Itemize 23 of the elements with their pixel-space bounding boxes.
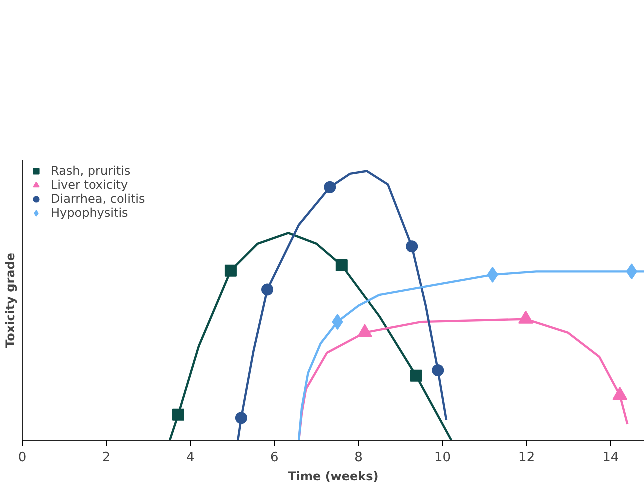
point xyxy=(224,264,237,277)
x-tick-label: 8 xyxy=(354,450,363,466)
point xyxy=(262,284,274,296)
legend-label: Diarrhea, colitis xyxy=(51,192,146,206)
x-tick-label: 10 xyxy=(434,450,452,466)
point xyxy=(235,412,248,424)
y-axis-title: Toxicity grade xyxy=(4,252,18,348)
point xyxy=(324,181,336,194)
point xyxy=(172,408,184,421)
point xyxy=(336,260,348,272)
point xyxy=(410,370,422,382)
legend-label: Rash, pruritis xyxy=(51,164,131,178)
x-tick-label: 12 xyxy=(518,450,536,466)
x-tick-label: 2 xyxy=(102,450,111,466)
point xyxy=(406,240,418,253)
x-tick-label: 0 xyxy=(18,450,27,466)
legend-label: Hypophysitis xyxy=(51,206,128,220)
legend-label: Liver toxicity xyxy=(51,178,128,192)
point xyxy=(432,364,444,376)
x-tick-label: 6 xyxy=(270,450,279,466)
x-tick-label: 14 xyxy=(602,450,620,466)
x-axis-title: Time (weeks) xyxy=(288,470,379,484)
x-tick-label: 4 xyxy=(186,450,195,466)
